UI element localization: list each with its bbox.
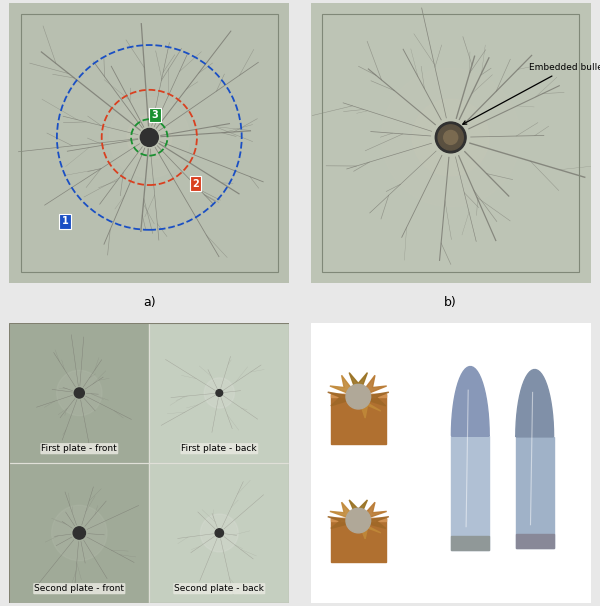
Polygon shape: [516, 436, 554, 548]
Polygon shape: [451, 367, 489, 436]
Circle shape: [200, 514, 238, 552]
Bar: [10, 323, 149, 463]
Polygon shape: [349, 373, 367, 398]
Circle shape: [215, 529, 224, 537]
Circle shape: [56, 370, 102, 416]
Polygon shape: [358, 521, 381, 539]
Circle shape: [346, 508, 371, 533]
Polygon shape: [328, 392, 358, 406]
Text: Embedded bullet: Embedded bullet: [463, 63, 600, 124]
Polygon shape: [516, 533, 554, 548]
Circle shape: [109, 97, 190, 178]
Polygon shape: [330, 375, 358, 398]
Text: 1: 1: [62, 216, 68, 227]
Text: a): a): [143, 296, 155, 308]
Circle shape: [435, 122, 466, 153]
Text: 2: 2: [192, 179, 199, 188]
Text: First plate - front: First plate - front: [41, 444, 117, 453]
Polygon shape: [516, 370, 554, 436]
Circle shape: [204, 378, 235, 408]
Circle shape: [443, 130, 458, 144]
Text: 3: 3: [151, 110, 158, 120]
Bar: [149, 463, 289, 603]
Circle shape: [346, 384, 371, 409]
Bar: [10, 463, 149, 603]
Polygon shape: [331, 518, 386, 521]
Circle shape: [438, 125, 463, 150]
Text: First plate - back: First plate - back: [181, 444, 257, 453]
Bar: [10, 323, 149, 463]
Bar: [149, 323, 289, 463]
Polygon shape: [328, 517, 358, 528]
Circle shape: [412, 99, 489, 176]
Polygon shape: [358, 398, 381, 418]
Circle shape: [73, 527, 85, 539]
Polygon shape: [451, 536, 489, 550]
Polygon shape: [331, 393, 386, 398]
Text: b): b): [445, 296, 457, 308]
Polygon shape: [331, 393, 386, 444]
Polygon shape: [358, 392, 389, 406]
Polygon shape: [358, 517, 389, 528]
Circle shape: [216, 390, 223, 396]
Circle shape: [74, 388, 85, 398]
Polygon shape: [451, 436, 489, 550]
Bar: [10, 463, 149, 603]
Bar: [149, 323, 289, 463]
Polygon shape: [358, 375, 386, 398]
Polygon shape: [330, 502, 358, 521]
Circle shape: [382, 68, 520, 207]
Text: Second plate - back: Second plate - back: [175, 584, 264, 593]
Circle shape: [52, 505, 107, 561]
Bar: [149, 463, 289, 603]
Text: Second plate - front: Second plate - front: [34, 584, 124, 593]
Circle shape: [127, 115, 172, 160]
Circle shape: [140, 128, 158, 147]
Polygon shape: [358, 502, 386, 521]
Polygon shape: [349, 500, 367, 521]
Polygon shape: [331, 518, 386, 562]
